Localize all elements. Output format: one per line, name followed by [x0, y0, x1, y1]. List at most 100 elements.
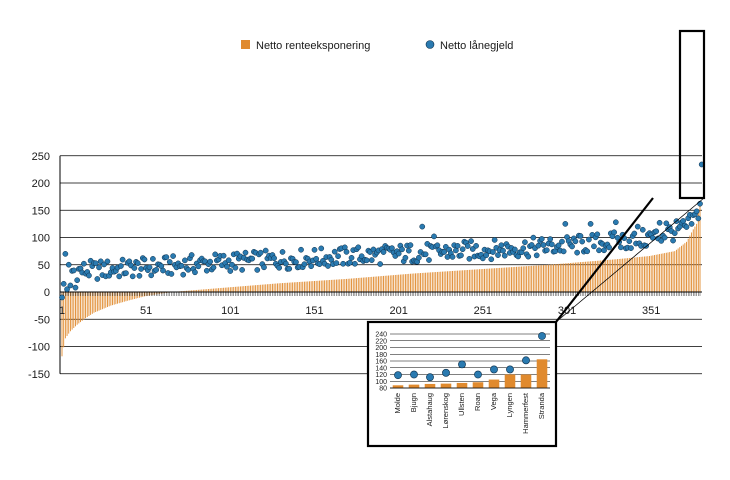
bar-renteeksponering	[681, 246, 682, 292]
x-tick-label: 351	[642, 305, 660, 317]
bar-renteeksponering	[450, 271, 451, 292]
bar-renteeksponering	[560, 264, 561, 292]
bar-renteeksponering	[238, 287, 239, 292]
point-lanegjeld	[347, 260, 352, 265]
bar-renteeksponering	[464, 270, 465, 292]
point-lanegjeld	[512, 247, 517, 252]
bar-renteeksponering	[398, 275, 399, 292]
y-tick-label: -100	[28, 342, 50, 354]
point-lanegjeld	[277, 265, 282, 270]
bar-renteeksponering	[413, 273, 414, 292]
bar-renteeksponering	[324, 280, 325, 292]
bar-renteeksponering	[651, 256, 652, 292]
bar-renteeksponering	[77, 292, 78, 325]
inset-point	[522, 357, 529, 364]
bar-renteeksponering	[321, 281, 322, 292]
point-lanegjeld	[435, 243, 440, 248]
point-lanegjeld	[319, 246, 324, 251]
bar-renteeksponering	[375, 277, 376, 292]
bar-renteeksponering	[683, 245, 684, 292]
point-lanegjeld	[684, 224, 689, 229]
point-lanegjeld	[179, 263, 184, 268]
bar-renteeksponering	[553, 264, 554, 292]
bar-renteeksponering	[72, 292, 73, 330]
point-lanegjeld	[591, 244, 596, 249]
point-lanegjeld	[468, 239, 473, 244]
bar-renteeksponering	[358, 278, 359, 292]
bar-renteeksponering	[513, 267, 514, 292]
bar-renteeksponering	[652, 255, 653, 292]
inset-point	[474, 371, 481, 378]
point-lanegjeld	[657, 220, 662, 225]
point-lanegjeld	[332, 249, 337, 254]
point-lanegjeld	[258, 250, 263, 255]
bar-renteeksponering	[425, 273, 426, 292]
point-lanegjeld	[149, 273, 154, 278]
point-lanegjeld	[335, 254, 340, 259]
point-lanegjeld	[95, 276, 100, 281]
bar-renteeksponering	[614, 259, 615, 292]
bar-renteeksponering	[535, 266, 536, 292]
bar-renteeksponering	[378, 276, 379, 292]
bar-renteeksponering	[540, 265, 541, 292]
point-lanegjeld	[171, 253, 176, 258]
bar-renteeksponering	[501, 268, 502, 292]
point-lanegjeld	[408, 243, 413, 248]
bar-renteeksponering	[482, 269, 483, 292]
bar-renteeksponering	[363, 278, 364, 292]
point-lanegjeld	[549, 242, 554, 247]
bar-renteeksponering	[368, 277, 369, 292]
bar-renteeksponering	[289, 283, 290, 292]
point-lanegjeld	[521, 246, 526, 251]
point-lanegjeld	[263, 248, 268, 253]
inset-category-label: Vega	[489, 392, 498, 410]
bar-renteeksponering	[391, 275, 392, 292]
point-lanegjeld	[612, 230, 617, 235]
inset-point	[506, 366, 513, 373]
bar-renteeksponering	[587, 262, 588, 292]
bar-renteeksponering	[489, 269, 490, 292]
point-lanegjeld	[578, 233, 583, 238]
point-lanegjeld	[96, 265, 101, 270]
point-lanegjeld	[154, 267, 159, 272]
bar-renteeksponering	[216, 288, 217, 292]
bar-renteeksponering	[447, 271, 448, 292]
point-lanegjeld	[423, 252, 428, 257]
bar-renteeksponering	[78, 292, 79, 323]
bar-renteeksponering	[509, 267, 510, 292]
bar-renteeksponering	[223, 288, 224, 292]
inset-bar	[537, 359, 548, 388]
point-lanegjeld	[272, 256, 277, 261]
point-lanegjeld	[309, 264, 314, 269]
inset-category-label: Hammerfest	[521, 392, 530, 434]
point-lanegjeld	[672, 231, 677, 236]
inset-bar	[473, 382, 484, 388]
point-lanegjeld	[59, 295, 64, 300]
point-lanegjeld	[458, 253, 463, 258]
point-lanegjeld	[627, 239, 632, 244]
bar-renteeksponering	[467, 270, 468, 292]
x-tick-label: 201	[389, 305, 407, 317]
bar-renteeksponering	[235, 287, 236, 292]
bar-renteeksponering	[306, 282, 307, 292]
bar-renteeksponering	[341, 279, 342, 292]
bar-renteeksponering	[395, 275, 396, 292]
bar-renteeksponering	[642, 257, 643, 292]
bar-renteeksponering	[551, 264, 552, 292]
point-lanegjeld	[526, 254, 531, 259]
point-lanegjeld	[352, 261, 357, 266]
bar-renteeksponering	[506, 267, 507, 292]
bar-renteeksponering	[602, 260, 603, 292]
bar-renteeksponering	[471, 270, 472, 292]
bar-renteeksponering	[641, 257, 642, 292]
bar-renteeksponering	[253, 285, 254, 292]
bar-renteeksponering	[272, 284, 273, 292]
bar-renteeksponering	[604, 260, 605, 292]
bar-renteeksponering	[435, 272, 436, 292]
bar-renteeksponering	[615, 259, 616, 292]
y-tick-label: 150	[32, 205, 50, 217]
point-lanegjeld	[500, 248, 505, 253]
bar-renteeksponering	[585, 262, 586, 292]
point-lanegjeld	[287, 266, 292, 271]
